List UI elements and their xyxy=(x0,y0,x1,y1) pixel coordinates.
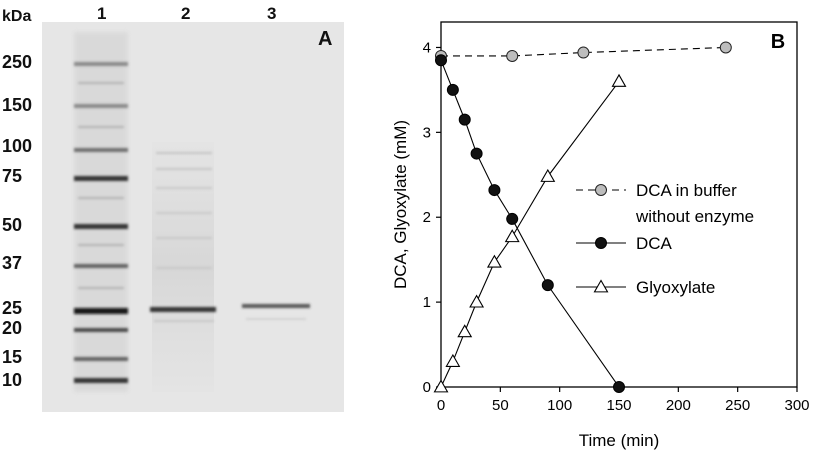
marker-label-37: 37 xyxy=(2,253,23,273)
point-dca-in-buffer-without-enzyme-1 xyxy=(506,49,519,62)
y-tick-label-4: 4 xyxy=(423,39,431,56)
marker-label-150: 150 xyxy=(2,95,33,115)
series-line-glyoxylate xyxy=(440,81,620,388)
point-dca-4 xyxy=(488,184,501,197)
legend-marker-glyoxylate xyxy=(593,279,609,293)
legend-label-dca-in-buffer-without-enzyme-1: without enzyme xyxy=(635,207,754,226)
legend-label-dca-in-buffer-without-enzyme-0: DCA in buffer xyxy=(636,181,737,200)
y-tick-label-2: 2 xyxy=(423,209,431,226)
marker-label-50: 50 xyxy=(2,215,23,235)
point-glyoxylate-5 xyxy=(504,229,520,243)
x-tick-label-0: 0 xyxy=(437,397,445,414)
point-dca-in-buffer-without-enzyme-3 xyxy=(719,41,732,54)
point-dca-in-buffer-without-enzyme-2 xyxy=(577,46,590,59)
marker-label-25: 25 xyxy=(2,298,23,318)
lane-number-1: 1 xyxy=(97,4,107,23)
point-dca-2 xyxy=(458,113,471,126)
lane-number-3: 3 xyxy=(267,4,277,23)
y-axis-label: DCA, Glyoxylate (mM) xyxy=(391,120,410,289)
x-tick-label-150: 150 xyxy=(606,397,631,414)
legend-marker-dca-in-buffer-without-enzyme xyxy=(595,184,607,196)
point-glyoxylate-2 xyxy=(457,324,473,338)
marker-label-100: 100 xyxy=(2,136,33,156)
y-tick-label-0: 0 xyxy=(423,379,431,396)
kda-label: kDa xyxy=(2,8,32,25)
point-glyoxylate-6 xyxy=(540,168,556,182)
panel-a-letter: A xyxy=(318,28,333,50)
marker-label-15: 15 xyxy=(2,347,23,367)
x-tick-label-250: 250 xyxy=(725,397,750,414)
y-tick-label-1: 1 xyxy=(423,294,431,311)
point-glyoxylate-1 xyxy=(445,353,461,367)
point-dca-7 xyxy=(613,381,625,393)
point-dca-6 xyxy=(541,279,554,292)
lane-2-bands xyxy=(150,152,216,322)
marker-label-250: 250 xyxy=(2,52,33,72)
lane-3-bands xyxy=(242,304,310,320)
x-tick-label-100: 100 xyxy=(547,397,572,414)
series-line-dca xyxy=(440,59,620,388)
legend-label-glyoxylate-0: Glyoxylate xyxy=(636,278,715,297)
panel-b-letter: B xyxy=(771,31,785,53)
ladder-bands xyxy=(74,62,128,383)
marker-label-75: 75 xyxy=(2,166,23,186)
x-tick-label-50: 50 xyxy=(492,397,509,414)
marker-label-10: 10 xyxy=(2,370,23,390)
x-tick-label-300: 300 xyxy=(784,397,809,414)
marker-label-20: 20 xyxy=(2,318,23,338)
gel-image xyxy=(42,22,344,412)
y-tick-label-3: 3 xyxy=(423,124,431,141)
point-dca-0 xyxy=(435,54,447,67)
point-glyoxylate-7 xyxy=(611,73,627,87)
legend-label-dca-0: DCA xyxy=(636,234,673,253)
point-glyoxylate-0 xyxy=(433,379,449,393)
x-axis-label: Time (min) xyxy=(579,431,660,450)
point-glyoxylate-4 xyxy=(486,254,502,268)
point-dca-3 xyxy=(470,147,483,160)
point-glyoxylate-3 xyxy=(469,294,485,308)
x-tick-label-200: 200 xyxy=(666,397,691,414)
point-dca-5 xyxy=(506,212,519,225)
legend-marker-dca xyxy=(595,237,607,249)
lane-number-2: 2 xyxy=(181,4,191,23)
point-dca-1 xyxy=(446,83,459,96)
